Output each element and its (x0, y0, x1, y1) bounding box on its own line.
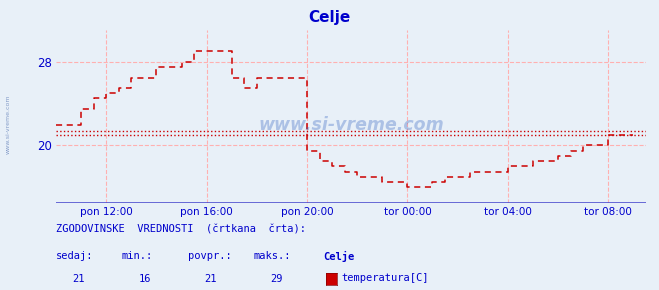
Text: ZGODOVINSKE  VREDNOSTI  (črtkana  črta):: ZGODOVINSKE VREDNOSTI (črtkana črta): (56, 225, 306, 235)
Text: Celje: Celje (308, 10, 351, 25)
Text: sedaj:: sedaj: (56, 251, 94, 261)
Text: temperatura[C]: temperatura[C] (341, 273, 429, 283)
Text: Celje: Celje (323, 251, 354, 262)
Text: maks.:: maks.: (254, 251, 291, 261)
Text: 29: 29 (270, 274, 283, 284)
Text: www.si-vreme.com: www.si-vreme.com (258, 116, 444, 134)
Text: povpr.:: povpr.: (188, 251, 231, 261)
Text: www.si-vreme.com: www.si-vreme.com (6, 95, 11, 155)
Text: min.:: min.: (122, 251, 153, 261)
Text: 16: 16 (138, 274, 151, 284)
Text: 21: 21 (204, 274, 217, 284)
Text: 21: 21 (72, 274, 85, 284)
